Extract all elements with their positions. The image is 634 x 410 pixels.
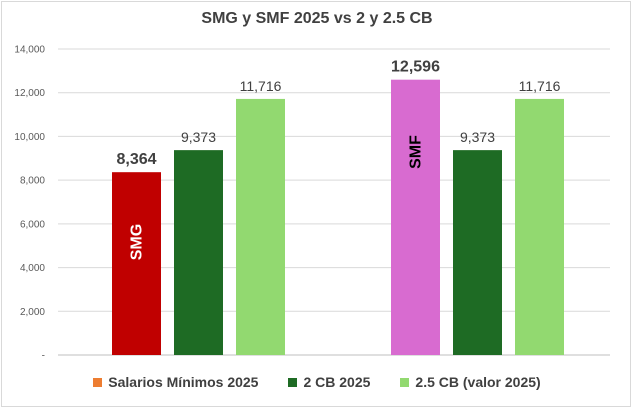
legend-swatch bbox=[93, 377, 103, 387]
chart-title: SMG y SMF 2025 vs 2 y 2.5 CB bbox=[201, 10, 433, 27]
y-tick-label: 14,000 bbox=[14, 45, 45, 56]
legend-item-2-5cb: 2.5 CB (valor 2025) bbox=[400, 374, 541, 390]
data-label: 9,373 bbox=[460, 129, 495, 145]
data-label: 8,364 bbox=[116, 151, 156, 168]
plot-area: -2,0004,0006,0008,00010,00012,00014,000 … bbox=[14, 45, 610, 362]
y-tick-label: - bbox=[42, 351, 45, 362]
y-tick-label: 10,000 bbox=[14, 132, 45, 143]
bar-smg-2 bbox=[236, 98, 285, 355]
bar-smg-0 bbox=[112, 172, 161, 355]
y-tick-label: 6,000 bbox=[20, 219, 45, 230]
legend-label: 2 CB 2025 bbox=[303, 374, 371, 390]
legend-label: 2.5 CB (valor 2025) bbox=[415, 374, 541, 390]
data-label: 12,596 bbox=[391, 59, 440, 76]
legend-item-salarios-minimos: Salarios Mínimos 2025 bbox=[93, 374, 258, 390]
bar-inner-label: SMG bbox=[129, 224, 146, 260]
bar-smf-0 bbox=[391, 79, 440, 355]
legend-item-2cb: 2 CB 2025 bbox=[288, 374, 370, 390]
bar-smg-1 bbox=[174, 150, 223, 355]
bar-smf-1 bbox=[453, 150, 502, 355]
y-axis-ticks: - 2,000 4,000 6,000 8,000 10,000 12,000 14,000 bbox=[14, 45, 45, 362]
bar-inner-label: SMF bbox=[408, 135, 425, 169]
bar-smf-2 bbox=[515, 98, 564, 355]
legend-swatch bbox=[400, 377, 410, 387]
bars bbox=[112, 79, 564, 355]
legend-swatch bbox=[288, 377, 298, 387]
data-label: 11,716 bbox=[519, 78, 561, 94]
data-label: 11,716 bbox=[240, 78, 282, 94]
y-tick-label: 8,000 bbox=[20, 176, 45, 187]
y-tick-label: 2,000 bbox=[20, 307, 45, 318]
y-tick-label: 12,000 bbox=[14, 88, 45, 99]
data-labels: 8,364 SMG 9,373 11,716 12,596 SMF 9,373 11,716 bbox=[116, 59, 560, 261]
data-label: 9,373 bbox=[181, 129, 216, 145]
y-tick-label: 4,000 bbox=[20, 263, 45, 274]
legend-label: Salarios Mínimos 2025 bbox=[108, 374, 259, 390]
legend: Salarios Mínimos 2025 2 CB 2025 2.5 CB (… bbox=[0, 374, 634, 390]
